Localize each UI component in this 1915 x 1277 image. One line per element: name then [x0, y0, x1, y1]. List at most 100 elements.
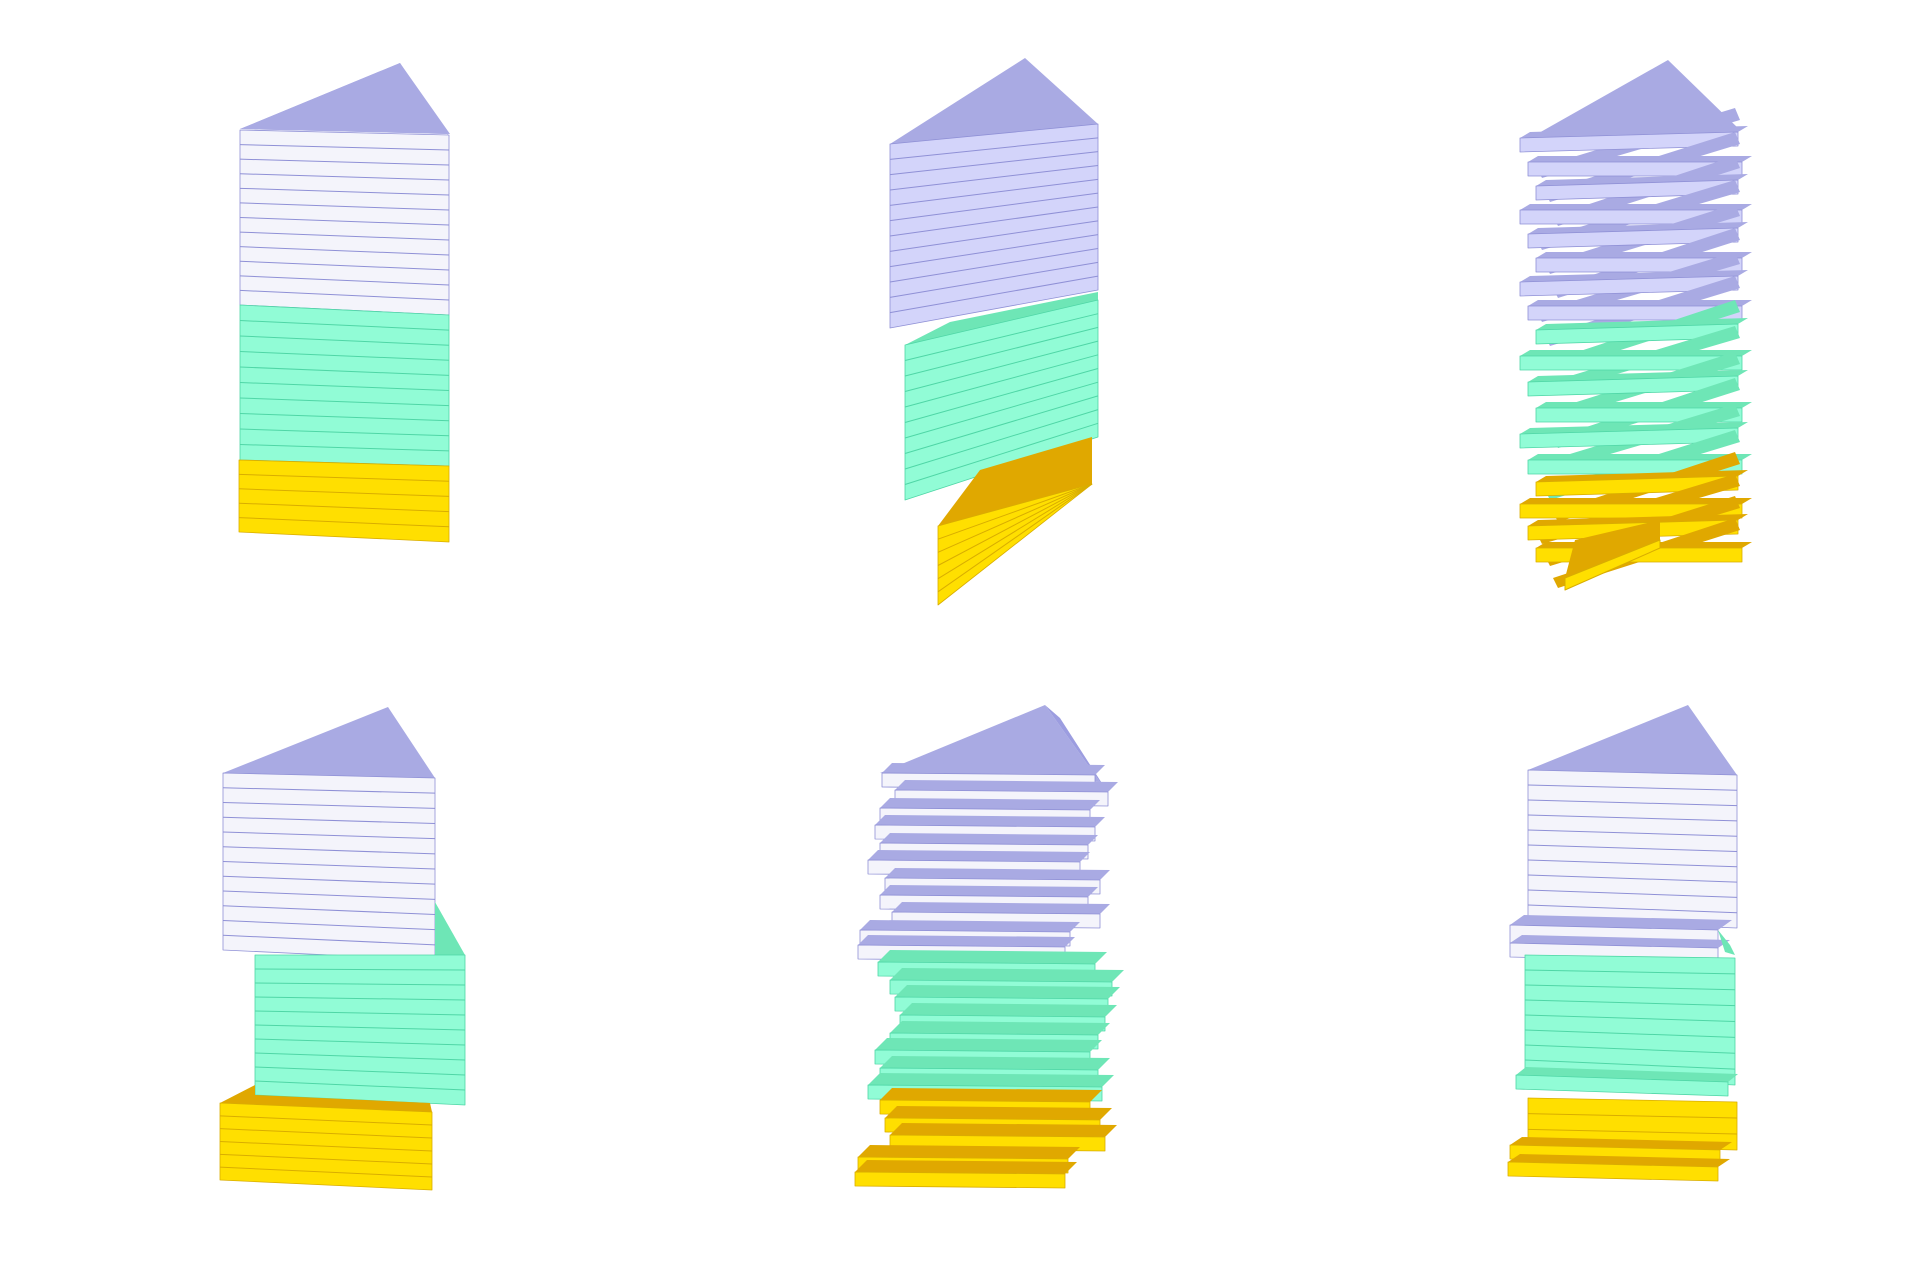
- middle-block-floor-line: [1524, 1029, 1736, 1038]
- lower-block-floor-line: [219, 1128, 433, 1139]
- lower-block-floor-line: [238, 488, 450, 497]
- floor-slab: [1519, 270, 1748, 297]
- upper-block-floor-line: [222, 934, 436, 946]
- lower-block-floor-line: [238, 517, 450, 528]
- tail-face: [1564, 539, 1661, 591]
- floor-slab-top: [1536, 252, 1752, 258]
- floor-slab-middle-top: [1516, 1067, 1738, 1082]
- lower-block-floor-line: [219, 1115, 433, 1126]
- floor-slab: [1519, 350, 1752, 371]
- floor-slab-lower-top: [890, 1123, 1117, 1137]
- floor-slab-middle: [1515, 1067, 1738, 1097]
- upper-block: [222, 772, 436, 961]
- upper-block-floor-line: [889, 220, 1099, 252]
- floor-slab-edge: [1527, 227, 1739, 249]
- upper-block-floor-line: [239, 187, 450, 196]
- upper-block-floor-line: [889, 206, 1099, 237]
- floor-slab-lower-top: [1510, 1137, 1732, 1150]
- upper-block-floor-line: [889, 248, 1099, 283]
- upper-block-floor-line: [1527, 844, 1738, 852]
- floor-slab-edge: [1519, 355, 1743, 371]
- middle-block: [1524, 954, 1736, 1086]
- middle-block-floor-line: [239, 320, 450, 331]
- middle-block-floor-line: [904, 340, 1099, 392]
- middle-block-floor-line: [254, 996, 466, 1001]
- floor-slab-lower-top: [855, 1160, 1077, 1174]
- floor-slab-top: [1536, 174, 1748, 186]
- upper-block-floor-line: [222, 846, 436, 855]
- upper-block-floor-line: [1527, 859, 1738, 868]
- floor-slab: [1519, 126, 1748, 153]
- lower-block-floor-line: [1527, 1113, 1738, 1119]
- floor-slab-top: [1536, 402, 1752, 408]
- floor-slab-upper-top: [885, 868, 1110, 880]
- upper-block-floor-line: [239, 289, 450, 301]
- upper-block-floor-line: [239, 246, 450, 256]
- stack-twisted: [1519, 60, 1752, 591]
- floor-slab: [1527, 370, 1748, 397]
- upper-block: [1527, 769, 1738, 929]
- middle-block-floor-line: [904, 381, 1099, 439]
- floor-slab-top: [1528, 454, 1752, 460]
- middle-block-floor-line: [904, 409, 1099, 470]
- upper-block: [889, 123, 1099, 329]
- upper-block-floor-line: [222, 861, 436, 870]
- stack-partial: [1507, 705, 1738, 1182]
- floor-slab-upper-top: [880, 833, 1098, 845]
- lower-block-floor-line: [937, 483, 1093, 553]
- upper-block-floor-line: [1527, 874, 1738, 883]
- floor-slab-top: [1528, 156, 1752, 162]
- middle-block-floor-line: [239, 413, 450, 422]
- middle-block: [239, 304, 450, 467]
- floor-slab-upper-top: [875, 815, 1105, 827]
- upper-block-floor-line: [1527, 889, 1738, 898]
- floor-slab-top: [1520, 422, 1748, 434]
- middle-block-floor-line: [239, 335, 450, 346]
- upper-block-floor-line: [222, 875, 436, 885]
- lower-block: [937, 483, 1093, 606]
- middle-top: [905, 292, 1098, 345]
- upper-block-floor-line: [889, 234, 1099, 268]
- floor-slab-upper-top: [1510, 935, 1730, 948]
- floor-slab-top: [1520, 350, 1752, 356]
- roof: [890, 58, 1098, 144]
- upper-block-floor-line: [1527, 814, 1738, 822]
- floor-slab-lower-edge: [854, 1171, 1066, 1189]
- floor-slab-upper-top: [892, 902, 1110, 914]
- upper-block-face: [1527, 769, 1738, 929]
- upper-block-floor-line: [889, 137, 1099, 160]
- upper-block-floor-line: [239, 217, 450, 226]
- floor-slab-upper-top: [858, 935, 1075, 947]
- upper-block-floor-line: [1527, 784, 1738, 791]
- upper-block-floor-line: [889, 151, 1099, 176]
- middle-block-floor-line: [254, 1024, 466, 1031]
- floor-slab-top: [1520, 270, 1748, 282]
- upper-block-floor-line: [1527, 799, 1738, 807]
- floor-slab-top: [1528, 370, 1748, 382]
- upper-block-floor-line: [239, 158, 450, 166]
- floor-slab: [1519, 422, 1748, 449]
- floor-slab-upper-top: [882, 763, 1105, 775]
- upper-block-floor-line: [222, 802, 436, 809]
- middle-block-floor-line: [254, 1038, 466, 1046]
- floor-slab-middle-top: [878, 950, 1107, 964]
- upper-block-face: [222, 772, 436, 961]
- middle-block-floor-line: [1524, 999, 1736, 1007]
- floor-slab-upper-top: [895, 780, 1118, 792]
- floor-slab-top: [1520, 126, 1748, 138]
- middle-block-face: [254, 954, 466, 1106]
- lower-block-floor-line: [219, 1153, 433, 1165]
- lower-block-floor-line: [937, 483, 1093, 593]
- roof-triangle: [240, 63, 450, 134]
- upper-block-face: [239, 129, 450, 316]
- stack-aligned: [238, 63, 450, 543]
- upper-block: [239, 129, 450, 316]
- floor-slab-middle-top: [895, 985, 1120, 999]
- upper-block-floor-line: [222, 787, 436, 794]
- middle-block-floor-line: [239, 428, 450, 437]
- upper-block-floor-line: [239, 260, 450, 271]
- upper-block-floor-line: [239, 231, 450, 241]
- floor-slab-edge: [1519, 131, 1739, 153]
- lower-block-floor-line: [219, 1166, 433, 1178]
- floor-slab-upper-top: [860, 920, 1080, 932]
